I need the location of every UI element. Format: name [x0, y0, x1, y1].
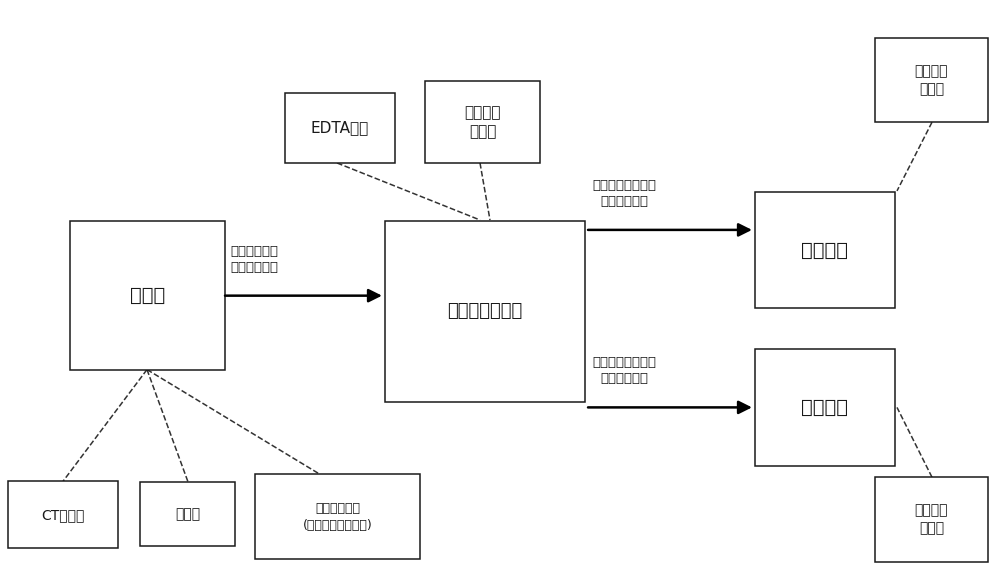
Text: 免疫组化
试剂盒: 免疫组化 试剂盒: [915, 64, 948, 96]
Text: 将骨组织切片用于
免疫组化检测: 将骨组织切片用于 免疫组化检测: [592, 179, 656, 208]
Text: EDTA脱钙: EDTA脱钙: [311, 120, 369, 136]
Bar: [255, 474, 420, 559]
Text: 免疫组化
试剂盒: 免疫组化 试剂盒: [915, 503, 948, 535]
Text: 提取用于骨组
织切片的样本: 提取用于骨组 织切片的样本: [230, 244, 278, 274]
Text: 制备骨组织切片: 制备骨组织切片: [447, 303, 523, 320]
Bar: [875, 477, 988, 562]
Text: 配套试剂
及工具: 配套试剂 及工具: [464, 105, 501, 140]
Bar: [140, 482, 235, 546]
Text: 蛋白检测: 蛋白检测: [802, 398, 848, 417]
Text: 骨穿针: 骨穿针: [175, 507, 200, 521]
Bar: [755, 349, 895, 466]
Text: 其他配套装置
(引导及定位装置等): 其他配套装置 (引导及定位装置等): [303, 502, 372, 531]
Text: 免疫组化: 免疫组化: [802, 241, 848, 260]
Bar: [385, 221, 585, 402]
Bar: [8, 481, 118, 548]
Bar: [425, 81, 540, 163]
Bar: [875, 38, 988, 122]
Bar: [70, 221, 225, 370]
Text: 骨穿刺: 骨穿刺: [130, 286, 165, 305]
Text: 将骨组织切片用于
预后蛋白检测: 将骨组织切片用于 预后蛋白检测: [592, 356, 656, 385]
Bar: [285, 93, 395, 163]
Text: CT扫描仪: CT扫描仪: [41, 508, 85, 522]
Bar: [755, 192, 895, 308]
